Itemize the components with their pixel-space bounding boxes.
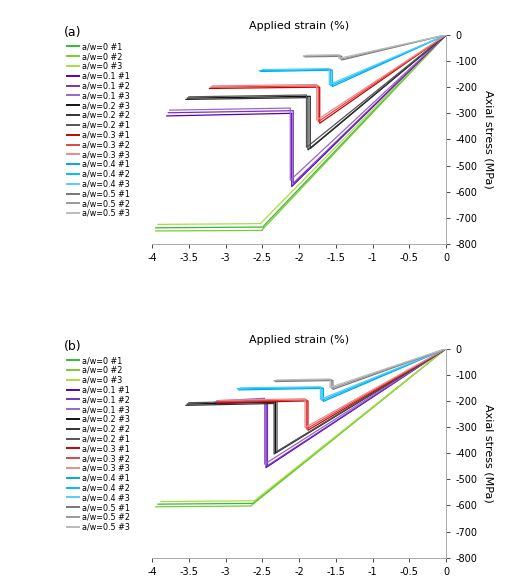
Title: Applied strain (%): Applied strain (%) — [249, 335, 349, 345]
Title: Applied strain (%): Applied strain (%) — [249, 21, 349, 31]
Y-axis label: Axial stress (MPa): Axial stress (MPa) — [484, 90, 494, 189]
Y-axis label: Axial stress (MPa): Axial stress (MPa) — [484, 404, 494, 503]
Text: (a): (a) — [64, 27, 82, 40]
Legend: a/w=0 #1, a/w=0 #2, a/w=0 #3, a/w=0.1 #1, a/w=0.1 #2, a/w=0.1 #3, a/w=0.2 #3, a/: a/w=0 #1, a/w=0 #2, a/w=0 #3, a/w=0.1 #1… — [64, 353, 134, 535]
Text: (b): (b) — [64, 340, 82, 353]
Legend: a/w=0 #1, a/w=0 #2, a/w=0 #3, a/w=0.1 #1, a/w=0.1 #2, a/w=0.1 #3, a/w=0.2 #3, a/: a/w=0 #1, a/w=0 #2, a/w=0 #3, a/w=0.1 #1… — [64, 39, 134, 221]
